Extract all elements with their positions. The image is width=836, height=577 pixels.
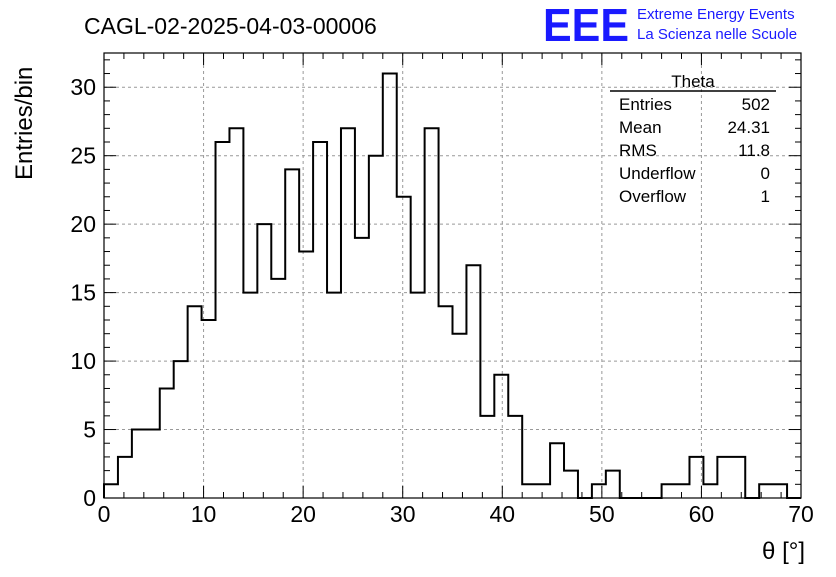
histogram-bin-5 [174, 361, 188, 498]
y-axis-label: Entries/bin [11, 67, 38, 180]
histogram-bin-7 [202, 320, 216, 498]
y-tick-label-2: 10 [70, 348, 96, 374]
stats-label-underflow: Underflow [619, 164, 696, 183]
x-tick-label-0: 0 [98, 501, 111, 527]
stats-rows: Entries 502 Mean 24.31 RMS 11.8 Underflow 0 Over… [619, 95, 770, 206]
stats-value-underflow: 0 [761, 164, 770, 183]
y-tick-label-4: 20 [70, 211, 96, 237]
histogram-bin-13 [285, 169, 299, 498]
histogram-bin-45 [731, 457, 745, 498]
stats-title: Theta [671, 72, 715, 91]
histogram-bin-12 [271, 279, 285, 498]
histogram-bin-48 [773, 484, 787, 498]
histogram-bin-20 [383, 74, 397, 498]
histogram-bin-33 [564, 471, 578, 498]
histogram-bin-26 [466, 265, 480, 498]
stats-label-mean: Mean [619, 118, 662, 137]
histogram-bin-11 [257, 224, 271, 498]
histogram-bin-2 [132, 430, 146, 498]
stats-label-entries: Entries [619, 95, 672, 114]
grid-lines [104, 53, 801, 498]
stats-value-overflow: 1 [761, 187, 770, 206]
logo-line-1: Extreme Energy Events [637, 6, 795, 23]
x-tick-label-4: 40 [489, 501, 515, 527]
histogram-bin-1 [118, 457, 132, 498]
x-tick-label-1: 10 [191, 501, 217, 527]
x-tick-label-3: 30 [390, 501, 416, 527]
stats-value-rms: 11.8 [738, 141, 770, 160]
histogram-bin-10 [243, 293, 257, 498]
histogram-bin-15 [313, 142, 327, 498]
stats-label-overflow: Overflow [619, 187, 687, 206]
histogram-bin-9 [229, 128, 243, 498]
histogram-bin-30 [522, 484, 536, 498]
axis-ticks [103, 53, 802, 499]
y-tick-label-5: 25 [70, 143, 96, 169]
y-tick-label-3: 15 [70, 280, 96, 306]
eee-logo: EEE Extreme Energy Events La Scienza nel… [543, 0, 797, 51]
histogram-bin-44 [717, 457, 731, 498]
histogram-bin-40 [662, 484, 676, 498]
histogram-bin-3 [146, 430, 160, 498]
histogram-bin-29 [508, 416, 522, 498]
x-tick-label-6: 60 [689, 501, 715, 527]
y-tick-label-1: 5 [83, 417, 96, 443]
histogram-series [103, 72, 801, 499]
x-tick-labels: 0 10 20 30 40 50 60 70 [98, 501, 814, 527]
x-axis-label: θ [°] [762, 538, 805, 565]
histogram-bin-24 [439, 306, 453, 498]
stats-value-entries: 502 [742, 95, 770, 114]
stats-value-mean: 24.31 [727, 118, 770, 137]
x-tick-label-5: 50 [589, 501, 615, 527]
histogram-bin-27 [480, 416, 494, 498]
histogram-bin-36 [606, 471, 620, 498]
histogram-bin-8 [216, 142, 230, 498]
histogram-bin-35 [592, 484, 606, 498]
y-tick-labels: 0 5 10 15 20 25 30 [70, 74, 96, 511]
histogram-bin-19 [369, 156, 383, 498]
histogram-bin-0 [104, 484, 118, 498]
plot-frame [103, 52, 802, 499]
histogram-bin-32 [550, 443, 564, 498]
eee-logo-mark: EEE [543, 0, 629, 51]
x-tick-label-2: 20 [290, 501, 316, 527]
histogram-bin-4 [160, 388, 174, 498]
histogram-bin-43 [703, 484, 717, 498]
y-tick-label-0: 0 [83, 485, 96, 511]
stats-box: Theta Entries 502 Mean 24.31 RMS 11.8 Underflo… [610, 72, 776, 206]
y-tick-label-6: 30 [70, 74, 96, 100]
histogram-bin-28 [494, 375, 508, 498]
histogram-bin-31 [536, 484, 550, 498]
histogram-bin-16 [327, 293, 341, 498]
x-tick-label-7: 70 [788, 501, 814, 527]
histogram-bin-18 [355, 238, 369, 498]
histogram-outline [103, 72, 801, 499]
histogram-bin-23 [425, 128, 439, 498]
chart-title: CAGL-02-2025-04-03-00006 [84, 13, 377, 39]
histogram-bin-21 [397, 197, 411, 498]
histogram-bin-17 [341, 128, 355, 498]
histogram-bin-6 [188, 306, 202, 498]
histogram-bin-22 [411, 293, 425, 498]
stats-label-rms: RMS [619, 141, 657, 160]
histogram-bin-14 [299, 252, 313, 498]
histogram-bin-25 [453, 334, 467, 498]
histogram-bin-41 [676, 484, 690, 498]
logo-line-2: La Scienza nelle Scuole [637, 26, 797, 43]
